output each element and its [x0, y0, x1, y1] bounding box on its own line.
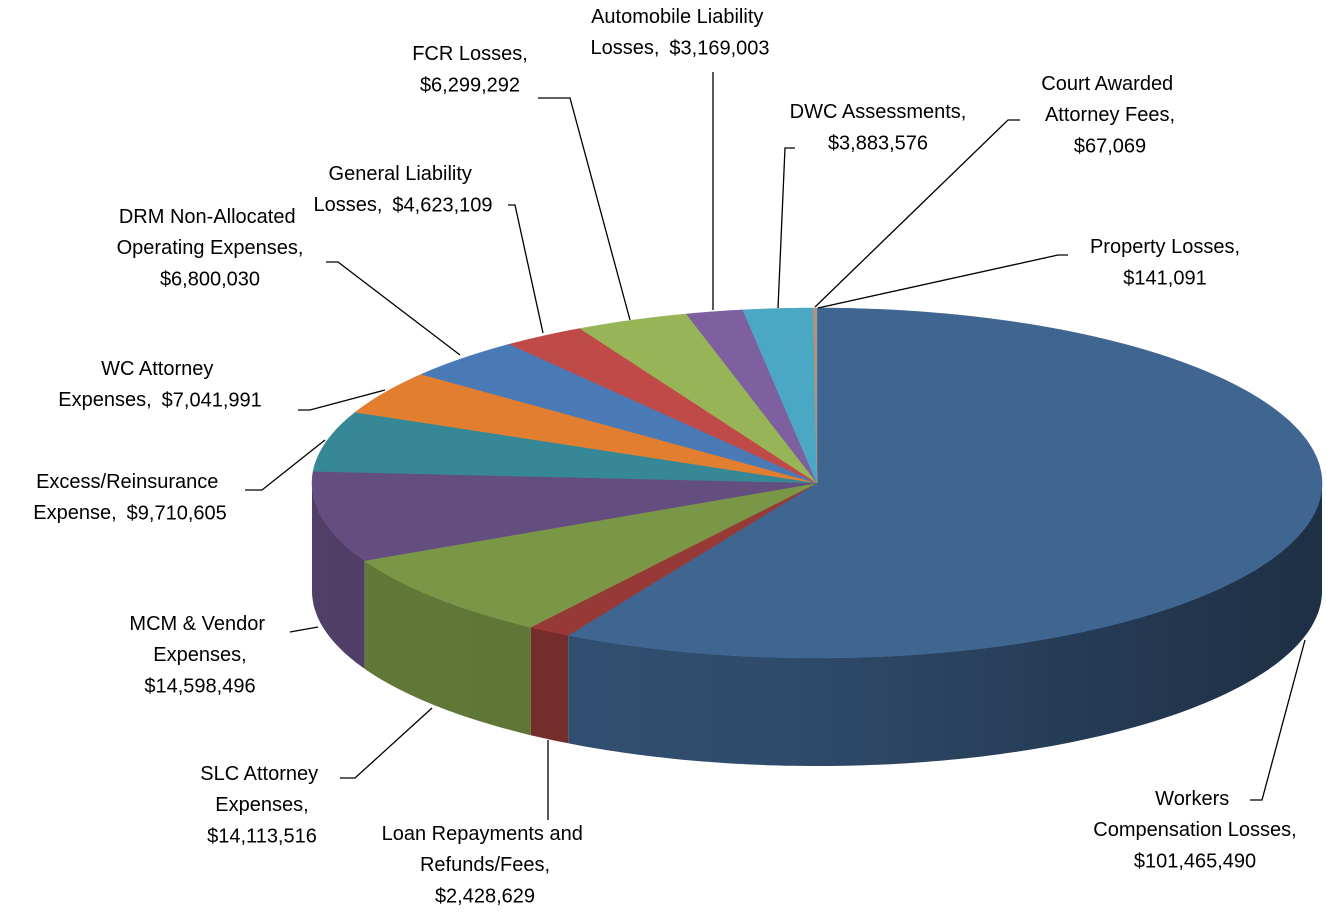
- label-line: WC Attorney: [101, 358, 219, 380]
- value-label: $141,091: [1123, 267, 1206, 289]
- category-label: MCM & Vendor Expenses,: [129, 613, 270, 666]
- label-line: FCR Losses,: [412, 43, 528, 65]
- leader-line: [1250, 639, 1306, 801]
- label-line: Attorney Fees,: [1045, 104, 1175, 126]
- value-label: $3,169,003: [669, 37, 769, 59]
- label-line: Excess/Reinsurance: [36, 471, 224, 493]
- slice: [311, 471, 818, 561]
- label-line: Expenses,: [215, 794, 308, 816]
- category-label: WC Attorney Expenses,: [58, 358, 219, 411]
- value-label: $9,710,605: [127, 502, 227, 524]
- slice: [579, 313, 818, 484]
- category-label: Excess/Reinsurance Expense,: [33, 471, 224, 524]
- label-line: Property Losses,: [1090, 236, 1240, 258]
- label-line: Expense,: [33, 502, 116, 524]
- slice: [312, 411, 818, 484]
- pie-walls: [312, 483, 1322, 766]
- category-label: SLC Attorney Expenses,: [200, 763, 323, 816]
- leader-line: [508, 204, 544, 334]
- category-label: DWC Assessments,: [790, 101, 967, 123]
- label-line: DWC Assessments,: [790, 101, 967, 123]
- label-line: General Liability: [329, 163, 478, 185]
- label-line: SLC Attorney: [200, 763, 323, 785]
- slice: [567, 307, 1323, 659]
- label-line: Loan Repayments and: [382, 823, 589, 845]
- value-label: $3,883,576: [828, 132, 928, 154]
- label-line: Compensation Losses,: [1093, 819, 1296, 841]
- value-label: $7,041,991: [162, 389, 262, 411]
- label-line: Expenses,: [153, 644, 246, 666]
- slice: [363, 482, 818, 628]
- wall-shading: [312, 483, 1322, 766]
- category-label: DRM Non-Allocated Operating Expenses,: [117, 206, 304, 259]
- leader-line: [326, 261, 461, 356]
- slice: [420, 343, 818, 484]
- category-label: Workers Compensation Losses,: [1093, 788, 1296, 841]
- slice: [814, 307, 818, 484]
- category-label: General Liability Losses,: [313, 163, 477, 216]
- category-label: Automobile Liability Losses,: [590, 6, 768, 59]
- labels: Workers Compensation Losses, $101,465,490…: [33, 6, 1306, 907]
- value-label: $6,800,030: [160, 268, 260, 290]
- leader-line: [245, 439, 326, 491]
- leader-line: [777, 147, 795, 309]
- pie-tops: [311, 307, 1323, 659]
- leader-line: [340, 707, 433, 779]
- value-label: $101,465,490: [1134, 850, 1256, 872]
- slice: [685, 309, 818, 484]
- slice: [529, 482, 818, 636]
- value-label: $67,069: [1074, 135, 1146, 157]
- leader-line: [298, 389, 386, 411]
- label-line: Workers: [1155, 788, 1235, 810]
- leader-line: [817, 254, 1068, 309]
- category-label: FCR Losses,: [412, 43, 528, 65]
- label-line: Court Awarded: [1041, 73, 1179, 95]
- leader-line: [814, 119, 1020, 308]
- value-label: $6,299,292: [420, 74, 520, 96]
- value-label: $2,428,629: [435, 885, 535, 907]
- value-label: $14,598,496: [144, 675, 255, 697]
- label-line: Losses,: [590, 37, 659, 59]
- value-label: $14,113,516: [207, 825, 317, 847]
- label-line: MCM & Vendor: [129, 613, 270, 635]
- label-line: Refunds/Fees,: [420, 854, 550, 876]
- leader-line: [289, 626, 319, 633]
- slice: [354, 374, 818, 484]
- slice: [742, 307, 818, 484]
- leader-line: [538, 97, 631, 321]
- label-line: Expenses,: [58, 389, 151, 411]
- label-line: Losses,: [313, 194, 382, 216]
- label-line: Automobile Liability: [591, 6, 769, 28]
- slice: [508, 328, 818, 484]
- value-label: $4,623,109: [392, 194, 492, 216]
- category-label: Court Awarded Attorney Fees,: [1041, 73, 1179, 126]
- category-label: Property Losses,: [1090, 236, 1240, 258]
- category-label: Loan Repayments and Refunds/Fees,: [382, 823, 589, 876]
- label-line: DRM Non-Allocated: [119, 206, 301, 228]
- label-line: Operating Expenses,: [117, 237, 304, 259]
